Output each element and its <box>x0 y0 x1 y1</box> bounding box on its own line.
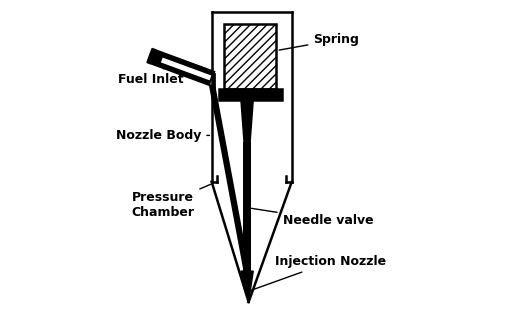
Bar <box>244 142 251 271</box>
Text: Spring: Spring <box>279 33 359 50</box>
Bar <box>219 89 281 100</box>
Polygon shape <box>151 50 214 85</box>
Polygon shape <box>241 100 253 142</box>
Polygon shape <box>161 57 212 80</box>
Polygon shape <box>147 48 155 64</box>
Text: Pressure
Chamber: Pressure Chamber <box>131 184 211 219</box>
Text: Nozzle Body: Nozzle Body <box>116 129 209 142</box>
Text: Fuel Inlet: Fuel Inlet <box>118 66 183 86</box>
Polygon shape <box>241 271 253 302</box>
Text: Injection Nozzle: Injection Nozzle <box>251 255 386 290</box>
Text: Needle valve: Needle valve <box>251 208 373 227</box>
Bar <box>224 24 276 89</box>
